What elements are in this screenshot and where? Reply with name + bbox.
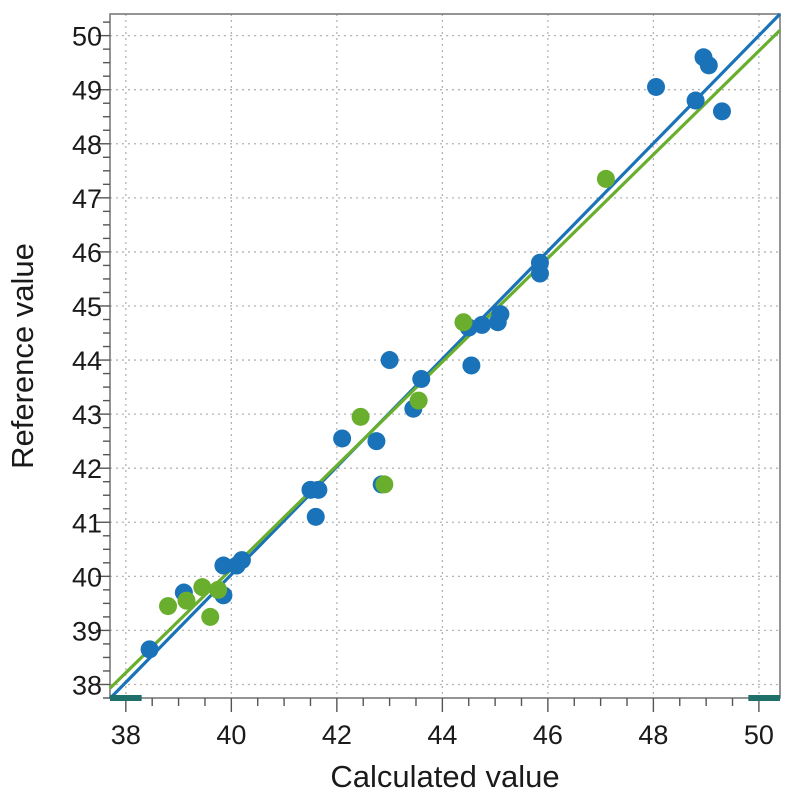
data-point: [201, 607, 220, 626]
y-tick-label: 50: [72, 22, 102, 52]
data-point: [380, 351, 399, 370]
data-point: [712, 102, 731, 121]
x-tick-label: 38: [111, 720, 141, 750]
range-marker: [748, 695, 780, 701]
x-tick-label: 44: [427, 720, 457, 750]
y-tick-label: 39: [72, 616, 102, 646]
data-point: [309, 480, 328, 499]
x-tick-label: 48: [638, 720, 668, 750]
data-point: [209, 580, 228, 599]
fit-line: [108, 29, 782, 690]
data-point: [647, 77, 666, 96]
y-tick-label: 42: [72, 454, 102, 484]
data-point: [409, 391, 428, 410]
data-point: [232, 551, 251, 570]
y-tick-label: 47: [72, 184, 102, 214]
grid: [110, 14, 780, 698]
data-point: [472, 315, 491, 334]
y-tick-label: 45: [72, 292, 102, 322]
axis-ticks: [96, 21, 760, 712]
x-tick-label: 46: [533, 720, 563, 750]
y-tick-label: 48: [72, 130, 102, 160]
data-point: [193, 578, 212, 597]
data-point: [177, 591, 196, 610]
data-point: [214, 556, 233, 575]
plot-frame: [109, 13, 781, 699]
data-point: [140, 640, 159, 659]
x-tick-label: 50: [744, 720, 774, 750]
data-point: [454, 313, 473, 332]
data-point: [699, 56, 718, 75]
x-tick-label: 42: [322, 720, 352, 750]
range-marker: [110, 695, 142, 701]
y-tick-label: 43: [72, 400, 102, 430]
data-point: [491, 305, 510, 324]
x-tick-label: 40: [216, 720, 246, 750]
y-tick-label: 41: [72, 508, 102, 538]
data-point: [412, 369, 431, 388]
y-tick-label: 38: [72, 670, 102, 700]
y-axis-title: Reference value: [5, 243, 40, 469]
data-point: [333, 429, 352, 448]
fit-line: [108, 12, 782, 700]
x-axis-title: Calculated value: [330, 759, 559, 794]
fit-lines: [108, 12, 782, 700]
range-markers: [110, 695, 780, 701]
y-tick-labels: 38 39 40 41 42 43 44 45 46 47 48 49 50: [72, 22, 102, 701]
y-tick-label: 44: [72, 346, 102, 376]
y-tick-label: 49: [72, 76, 102, 106]
data-points: [140, 48, 731, 659]
data-point: [367, 432, 386, 451]
data-point: [596, 169, 615, 188]
data-point: [462, 356, 481, 375]
data-point: [351, 407, 370, 426]
y-tick-label: 40: [72, 562, 102, 592]
data-point: [306, 507, 325, 526]
x-tick-labels: 38 40 42 44 46 48 50: [111, 720, 774, 750]
data-point: [159, 597, 178, 616]
data-point: [375, 475, 394, 494]
y-tick-label: 46: [72, 238, 102, 268]
data-point: [530, 264, 549, 283]
data-point: [686, 91, 705, 110]
